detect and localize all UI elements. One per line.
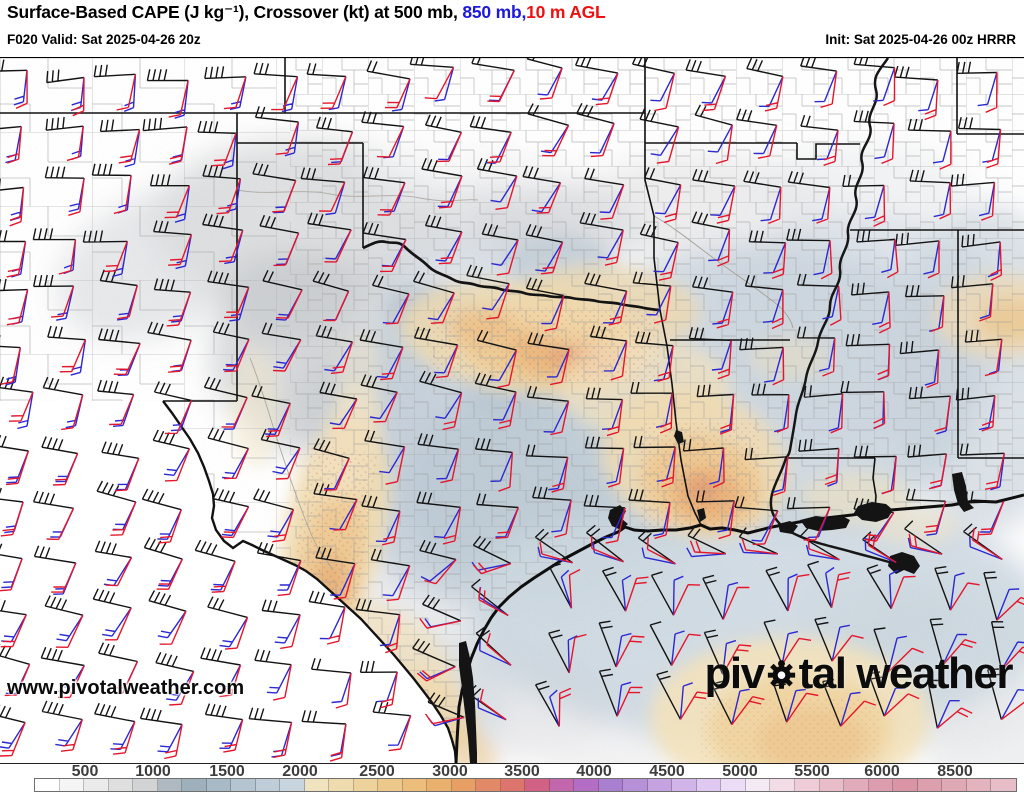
colorbar-segment (745, 779, 771, 791)
forecast-valid-text: F020 Valid: Sat 2025-04-26 20z (7, 32, 201, 47)
colorbar-segment (182, 779, 207, 791)
colorbar-segment (35, 779, 60, 791)
legend-tick-label: 5000 (722, 763, 758, 780)
gear-icon (765, 651, 798, 689)
map-canvas[interactable] (0, 57, 1024, 764)
legend-tick-label: 8500 (937, 763, 973, 780)
colorbar-segment (942, 779, 967, 791)
colorbar-segment (966, 779, 992, 791)
legend-tick-label: 3500 (504, 763, 540, 780)
colorbar-segment (231, 779, 256, 791)
colorbar-segment (353, 779, 379, 791)
wind-barbs-10m (0, 66, 1024, 762)
colorbar-segment (133, 779, 158, 791)
cape-colorbar: 500 1000 1500 2000 2500 3000 3500 4000 4500 5000 5… (0, 763, 1024, 792)
header: Surface-Based CAPE (J kg⁻¹), Crossover (… (0, 0, 1024, 57)
colorbar-segment (84, 779, 109, 791)
legend-tick-label: 2000 (282, 763, 318, 780)
legend-tick-label: 2500 (359, 763, 395, 780)
colorbar-segment (427, 779, 452, 791)
watermark-link[interactable]: www.pivotalweather.com (7, 677, 245, 699)
colorbar-segment (329, 779, 354, 791)
legend-tick-label: 500 (71, 763, 99, 780)
colorbar-segment (623, 779, 648, 791)
colorbar-segment (378, 779, 403, 791)
colorbar-segment (304, 779, 330, 791)
pivotal-weather-logo: piv tal weather (704, 649, 1014, 699)
colorbar-segment (525, 779, 550, 791)
colorbar-segment (844, 779, 869, 791)
colorbar-segment (549, 779, 575, 791)
legend-tick-label: 6000 (864, 763, 900, 780)
colorbar-segment (672, 779, 697, 791)
cape-crossover-map[interactable] (0, 58, 1024, 763)
colorbar-segment (157, 779, 183, 791)
colorbar-segment (574, 779, 599, 791)
legend-tick-label: 1500 (209, 763, 245, 780)
colorbar-segment (917, 779, 943, 791)
colorbar-segment (647, 779, 673, 791)
colorbar-segment (868, 779, 894, 791)
logo-text-post: tal weather (798, 649, 1014, 698)
title-850mb-part: 850 mb, (457, 2, 527, 22)
colorbar-segment (255, 779, 281, 791)
model-init-text: Init: Sat 2025-04-26 00z HRRR (825, 32, 1016, 47)
colorbar-segment (819, 779, 845, 791)
wind-barbs-500mb (0, 58, 1005, 729)
page-title: Surface-Based CAPE (J kg⁻¹), Crossover (… (7, 2, 606, 23)
legend-tick-label: 5500 (794, 763, 830, 780)
colorbar-segment (893, 779, 918, 791)
colorbar (34, 778, 1017, 792)
legend-tick-label: 4500 (649, 763, 685, 780)
colorbar-segment (598, 779, 624, 791)
colorbar-segment (696, 779, 722, 791)
colorbar-segment (280, 779, 305, 791)
legend-tick-label: 4000 (576, 763, 612, 780)
legend-tick-label: 1000 (135, 763, 171, 780)
colorbar-tick-labels: 500 1000 1500 2000 2500 3000 3500 4000 4500 5000 5… (0, 763, 1024, 780)
legend-tick-label: 3000 (432, 763, 468, 780)
colorbar-segment (451, 779, 477, 791)
colorbar-segment (721, 779, 746, 791)
colorbar-segment (59, 779, 85, 791)
logo-text-pre: piv (704, 649, 766, 698)
colorbar-segment (991, 779, 1016, 791)
colorbar-segment (770, 779, 795, 791)
title-cape-part: Surface-Based CAPE (J kg⁻¹), Crossover (… (7, 2, 458, 22)
colorbar-segment (108, 779, 134, 791)
colorbar-segment (500, 779, 526, 791)
colorbar-segment (206, 779, 232, 791)
title-10m-part: 10 m AGL (526, 2, 606, 22)
wind-barbs-850mb (0, 67, 1024, 758)
colorbar-segment (402, 779, 428, 791)
colorbar-segment (794, 779, 820, 791)
colorbar-segment (476, 779, 501, 791)
